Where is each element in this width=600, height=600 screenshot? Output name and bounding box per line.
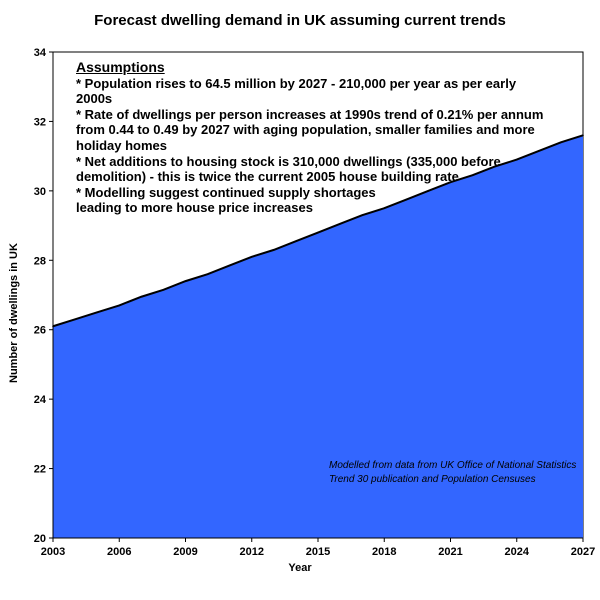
- data-point: [339, 223, 341, 225]
- data-point: [361, 214, 363, 216]
- assumptions-box: Assumptions * Population rises to 64.5 m…: [76, 59, 546, 216]
- data-point: [317, 231, 319, 234]
- x-tick-label: 2015: [306, 546, 330, 558]
- data-point: [471, 174, 474, 177]
- data-point: [493, 165, 496, 168]
- y-tick-label: 34: [34, 47, 47, 59]
- x-tick-label: 2012: [240, 546, 264, 558]
- y-tick-label: 22: [34, 464, 46, 476]
- data-point: [162, 288, 165, 291]
- y-tick-label: 26: [34, 325, 46, 337]
- data-point: [96, 311, 98, 314]
- data-point: [250, 256, 253, 258]
- area-series: [53, 135, 583, 539]
- data-point: [74, 318, 76, 321]
- data-point: [273, 249, 275, 251]
- assumption-line: * Net additions to housing stock is 310,…: [76, 153, 501, 185]
- data-point: [515, 158, 518, 161]
- assumption-line: * Modelling suggest continued supply sho…: [76, 184, 376, 200]
- source-note: Modelled from data from UK Office of Nat…: [329, 460, 577, 485]
- y-tick-label: 32: [34, 116, 46, 128]
- data-point: [582, 134, 584, 137]
- x-tick-label: 2027: [571, 546, 595, 558]
- y-tick-label: 30: [34, 186, 46, 198]
- y-axis-label: Number of dwellings in UK: [8, 243, 20, 383]
- data-point: [427, 190, 430, 192]
- plot-area: 20 22 24 26 28 30 32 34 2003 2006 2009 2012 2015 2018…: [34, 47, 595, 558]
- x-tick-label: 2021: [438, 546, 462, 558]
- x-tick-label: 2024: [505, 546, 530, 558]
- data-point: [449, 181, 452, 183]
- data-point: [405, 198, 408, 201]
- assumptions-heading: Assumptions: [76, 59, 165, 75]
- x-tick-label: 2009: [173, 546, 197, 558]
- y-tick-label: 20: [34, 533, 46, 545]
- chart-title: Forecast dwelling demand in UK assuming …: [94, 12, 506, 29]
- x-tick-label: 2018: [372, 546, 396, 558]
- y-tick-label: 24: [34, 394, 47, 406]
- data-point: [228, 264, 231, 267]
- x-axis-label: Year: [288, 562, 312, 574]
- x-tick-label: 2006: [107, 546, 131, 558]
- data-point: [538, 150, 540, 152]
- data-point: [383, 207, 386, 210]
- data-point: [206, 273, 209, 275]
- assumption-line: leading to more house price increases: [76, 200, 313, 216]
- assumption-line: * Rate of dwellings per person increases…: [76, 106, 544, 153]
- y-tick-label: 28: [34, 255, 46, 267]
- data-point: [560, 141, 562, 144]
- data-point: [140, 295, 143, 298]
- x-tick-label: 2003: [41, 546, 65, 558]
- assumption-line: * Population rises to 64.5 million by 20…: [76, 75, 517, 107]
- data-point: [184, 280, 187, 282]
- data-point: [295, 240, 297, 242]
- data-point: [118, 304, 121, 307]
